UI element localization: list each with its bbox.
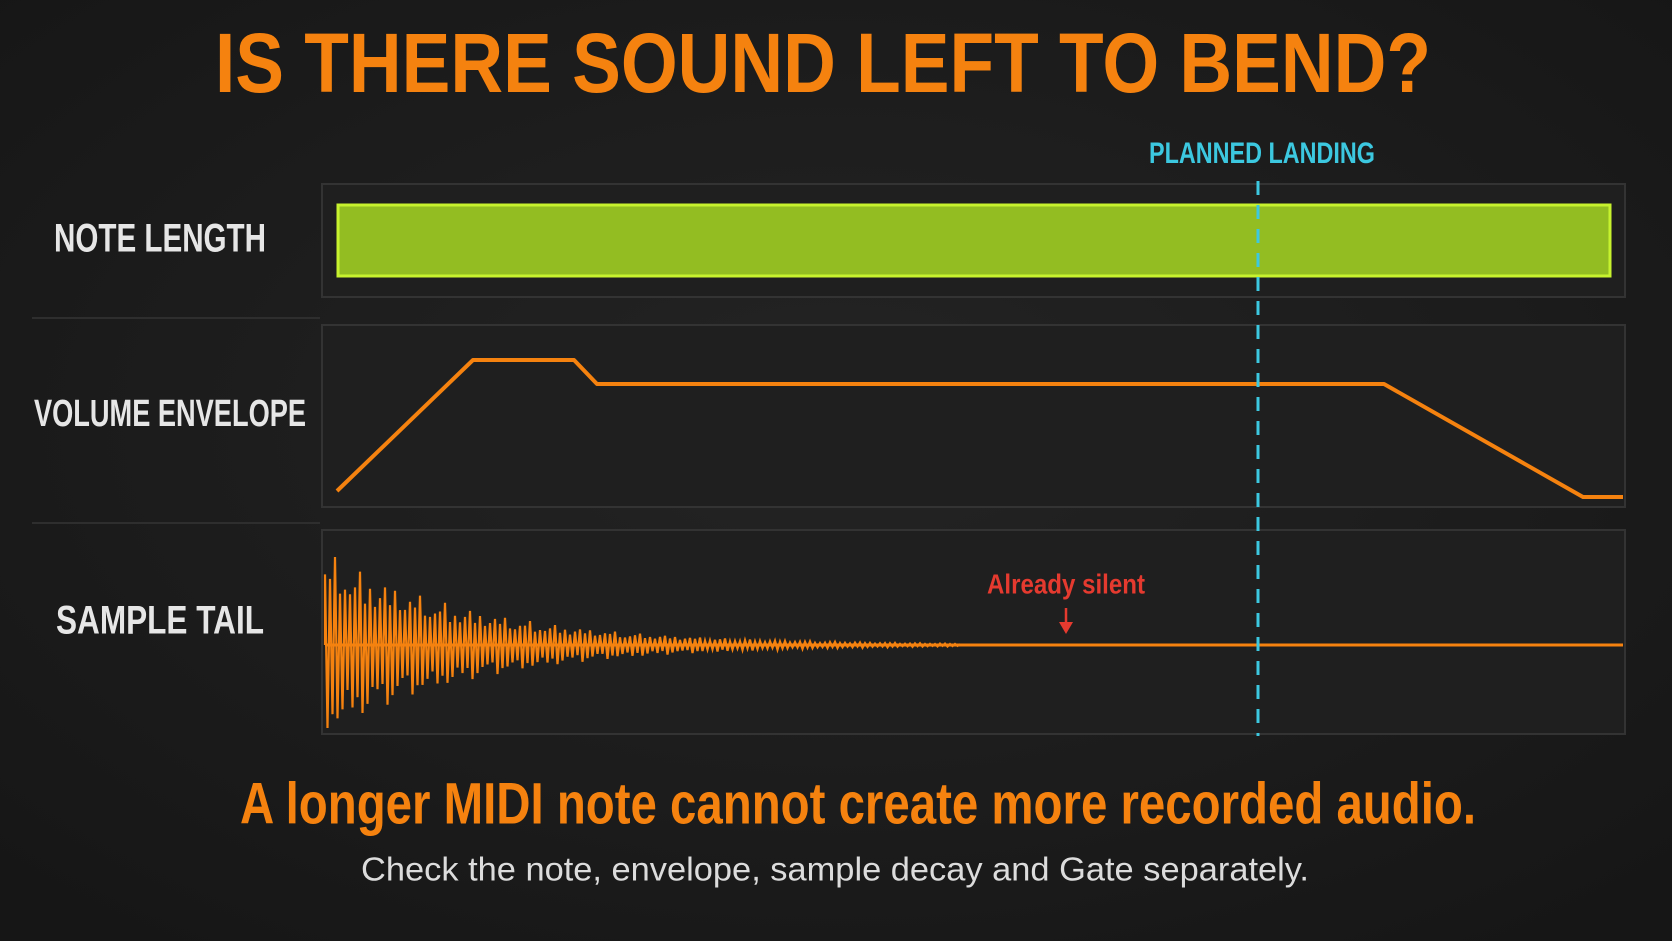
- panel: [321, 324, 1626, 508]
- row-label: VOLUME ENVELOPE: [34, 393, 306, 435]
- annotation: Already silent: [987, 568, 1145, 599]
- panel: [321, 529, 1626, 735]
- footer-headline: A longer MIDI note cannot create more re…: [240, 771, 1476, 836]
- note-bar: [336, 203, 1612, 278]
- row-label: SAMPLE TAIL: [56, 599, 264, 643]
- landing-label: PLANNED LANDING: [1149, 137, 1375, 170]
- annotation-arrowhead: [1059, 622, 1073, 634]
- row-label: NOTE LENGTH: [54, 217, 266, 261]
- title: IS THERE SOUND LEFT TO BEND?: [215, 16, 1431, 110]
- volume-envelope: [335, 358, 1623, 499]
- footer-subtext: Check the note, envelope, sample decay a…: [361, 851, 1309, 888]
